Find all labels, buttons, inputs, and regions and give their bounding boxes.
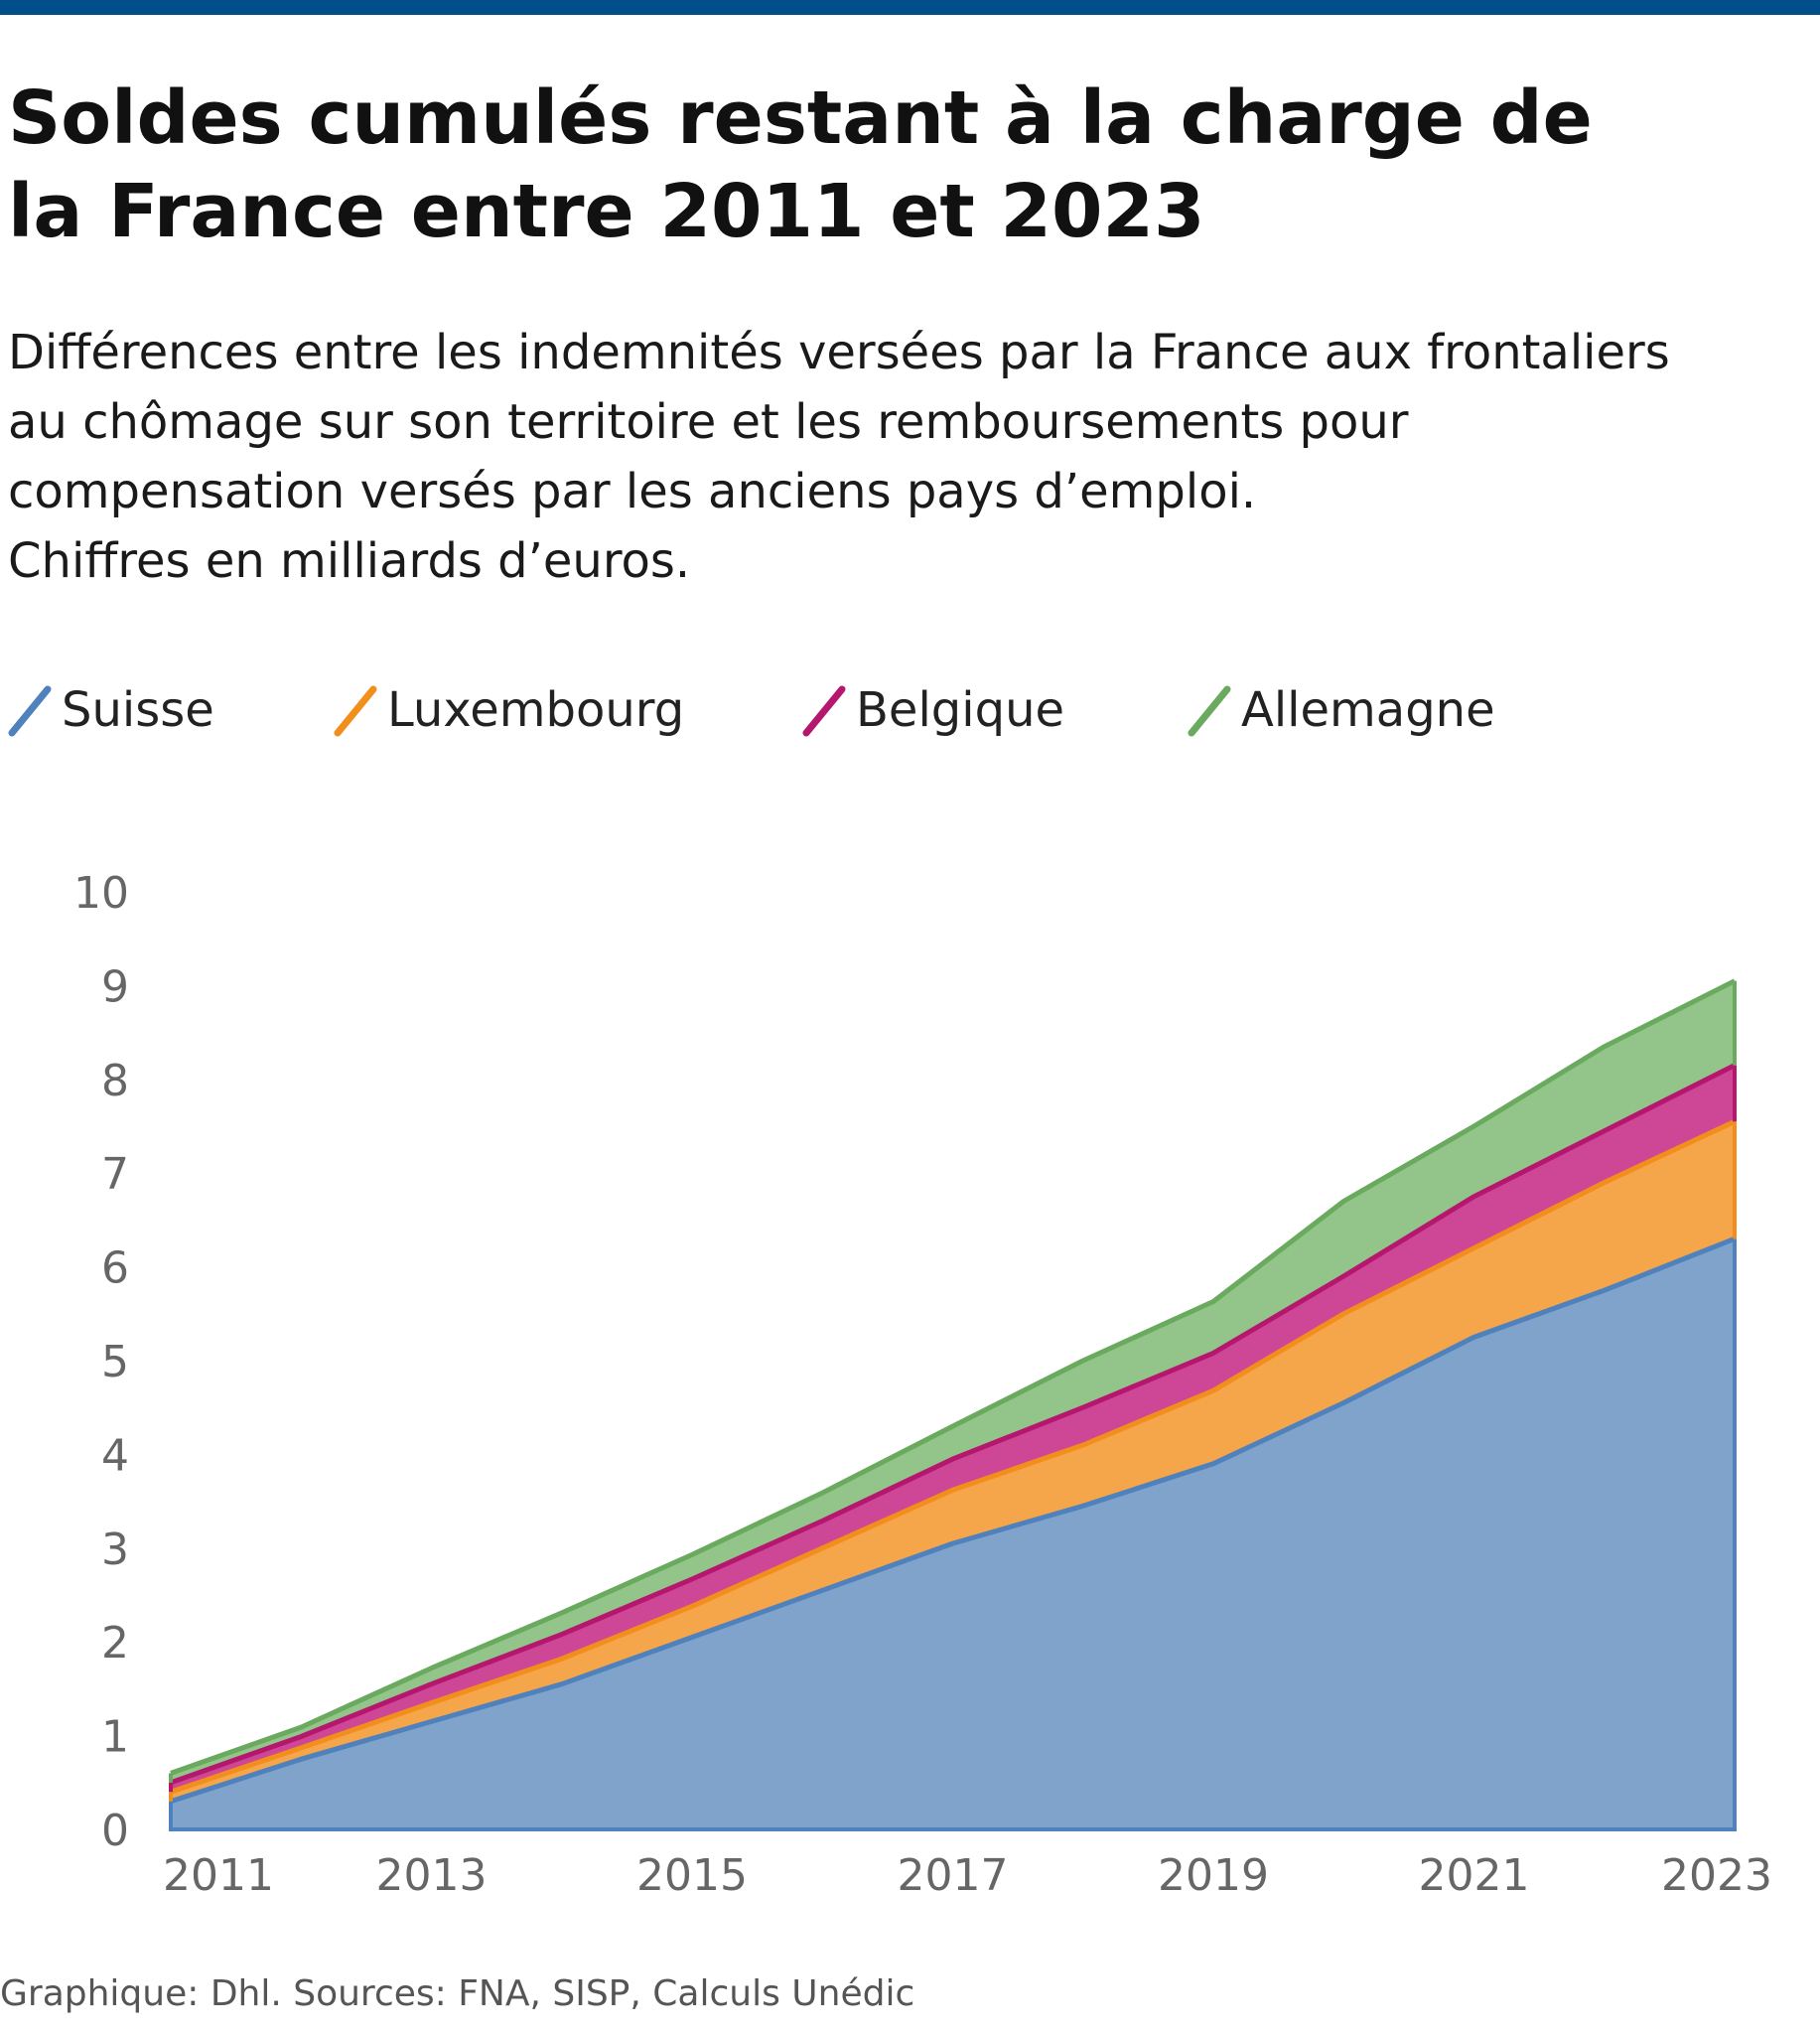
y-tick-label: 0	[101, 1806, 129, 1856]
title-line-1: Soldes cumulés restant à la charge de	[8, 75, 1593, 161]
subtitle-line-4: Chiffres en milliards d’euros.	[8, 533, 691, 589]
x-tick-label: 2013	[376, 1850, 488, 1901]
y-tick-label: 6	[101, 1243, 129, 1294]
legend-swatch-allemagne	[1188, 685, 1231, 737]
subtitle-line-2: au chômage sur son territoire et les rem…	[8, 394, 1409, 450]
series-line-belgique	[170, 1063, 1737, 1786]
x-tick-label: 2011	[163, 1850, 274, 1901]
legend-swatch-suisse	[8, 685, 52, 737]
legend-swatch-belgique	[802, 685, 846, 737]
top-accent-bar	[0, 0, 1820, 15]
title-line-2: la France entre 2011 et 2023	[8, 169, 1205, 254]
subtitle-line-1: Différences entre les indemnités versées…	[8, 325, 1670, 380]
legend-item-belgique: Belgique	[802, 675, 1064, 745]
legend-item-allemagne: Allemagne	[1188, 675, 1495, 745]
y-tick-label: 10	[73, 868, 129, 919]
stacked-area-chart: 0 1 2 3 4 5 6 7 8 9 10 2011 2013 2015 2017 2019 2021 2023	[73, 868, 1772, 1901]
area-suisse-outline	[169, 1238, 1737, 1831]
y-tick-label: 9	[101, 961, 129, 1012]
series-line-allemagne	[170, 978, 1737, 1776]
legend-swatch-luxembourg	[334, 685, 377, 737]
series-line-suisse	[170, 1235, 1736, 1805]
subtitle-line-3: compensation versés par les anciens pays…	[8, 464, 1257, 519]
area-suisse	[171, 1238, 1735, 1829]
x-tick-label: 2017	[898, 1850, 1009, 1901]
y-tick-label: 2	[101, 1618, 129, 1669]
y-tick-label: 3	[101, 1525, 129, 1575]
legend-label-suisse: Suisse	[62, 682, 214, 738]
chart-legend: Suisse Luxembourg Belgique Allemagne	[8, 675, 1795, 745]
series-line-luxembourg	[170, 1119, 1737, 1795]
legend-label-allemagne: Allemagne	[1241, 682, 1495, 738]
y-tick-label: 4	[101, 1430, 129, 1481]
chart-subtitle: Différences entre les indemnités versées…	[8, 318, 1775, 596]
y-tick-label: 8	[101, 1056, 129, 1106]
legend-item-suisse: Suisse	[8, 675, 214, 745]
y-tick-label: 5	[101, 1337, 129, 1387]
legend-label-belgique: Belgique	[856, 682, 1065, 738]
x-tick-label: 2023	[1661, 1850, 1772, 1901]
x-tick-label: 2015	[636, 1850, 748, 1901]
x-tick-label: 2021	[1419, 1850, 1530, 1901]
chart-title: Soldes cumulés restant à la charge de la…	[8, 72, 1696, 258]
source-note: Graphique: Dhl. Sources: FNA, SISP, Calc…	[0, 1973, 915, 2014]
y-tick-label: 1	[101, 1712, 129, 1763]
y-tick-label: 7	[101, 1149, 129, 1200]
legend-label-luxembourg: Luxembourg	[387, 682, 685, 738]
legend-item-luxembourg: Luxembourg	[334, 675, 684, 745]
x-tick-label: 2019	[1158, 1850, 1269, 1901]
